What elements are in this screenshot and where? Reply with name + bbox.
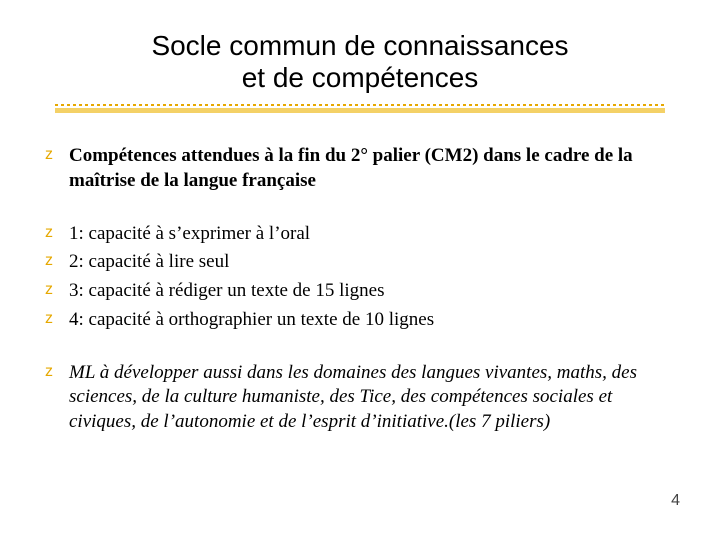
title-line-2: et de compétences xyxy=(105,62,615,94)
title-block: Socle commun de connaissances et de comp… xyxy=(105,30,615,94)
spacer xyxy=(45,337,675,361)
bullet-item: z 4: capacité à orthographier un texte d… xyxy=(45,308,675,333)
bullet-marker-icon: z xyxy=(45,222,69,244)
bullet-marker-icon: z xyxy=(45,361,69,383)
bullet-marker-icon: z xyxy=(45,308,69,330)
bullet-note: z ML à développer aussi dans les domaine… xyxy=(45,361,675,435)
underline-thick xyxy=(55,108,665,113)
bullet-item: z 1: capacité à s’exprimer à l’oral xyxy=(45,222,675,247)
title-line-1: Socle commun de connaissances xyxy=(105,30,615,62)
bullet-item-text: 3: capacité à rédiger un texte de 15 lig… xyxy=(69,279,384,304)
bullet-note-text: ML à développer aussi dans les domaines … xyxy=(69,361,675,435)
title-underline xyxy=(55,102,665,116)
page-number: 4 xyxy=(671,492,680,510)
bullet-item-text: 4: capacité à orthographier un texte de … xyxy=(69,308,434,333)
bullet-marker-icon: z xyxy=(45,144,69,166)
bullet-list: z Compétences attendues à la fin du 2° p… xyxy=(45,144,675,434)
bullet-intro: z Compétences attendues à la fin du 2° p… xyxy=(45,144,675,193)
bullet-item-text: 1: capacité à s’exprimer à l’oral xyxy=(69,222,310,247)
bullet-marker-icon: z xyxy=(45,279,69,301)
underline-dashed xyxy=(55,104,665,106)
spacer xyxy=(45,198,675,222)
bullet-item: z 2: capacité à lire seul xyxy=(45,250,675,275)
slide: Socle commun de connaissances et de comp… xyxy=(0,0,720,540)
bullet-intro-text: Compétences attendues à la fin du 2° pal… xyxy=(69,144,675,193)
bullet-item-text: 2: capacité à lire seul xyxy=(69,250,229,275)
bullet-item: z 3: capacité à rédiger un texte de 15 l… xyxy=(45,279,675,304)
bullet-marker-icon: z xyxy=(45,250,69,272)
